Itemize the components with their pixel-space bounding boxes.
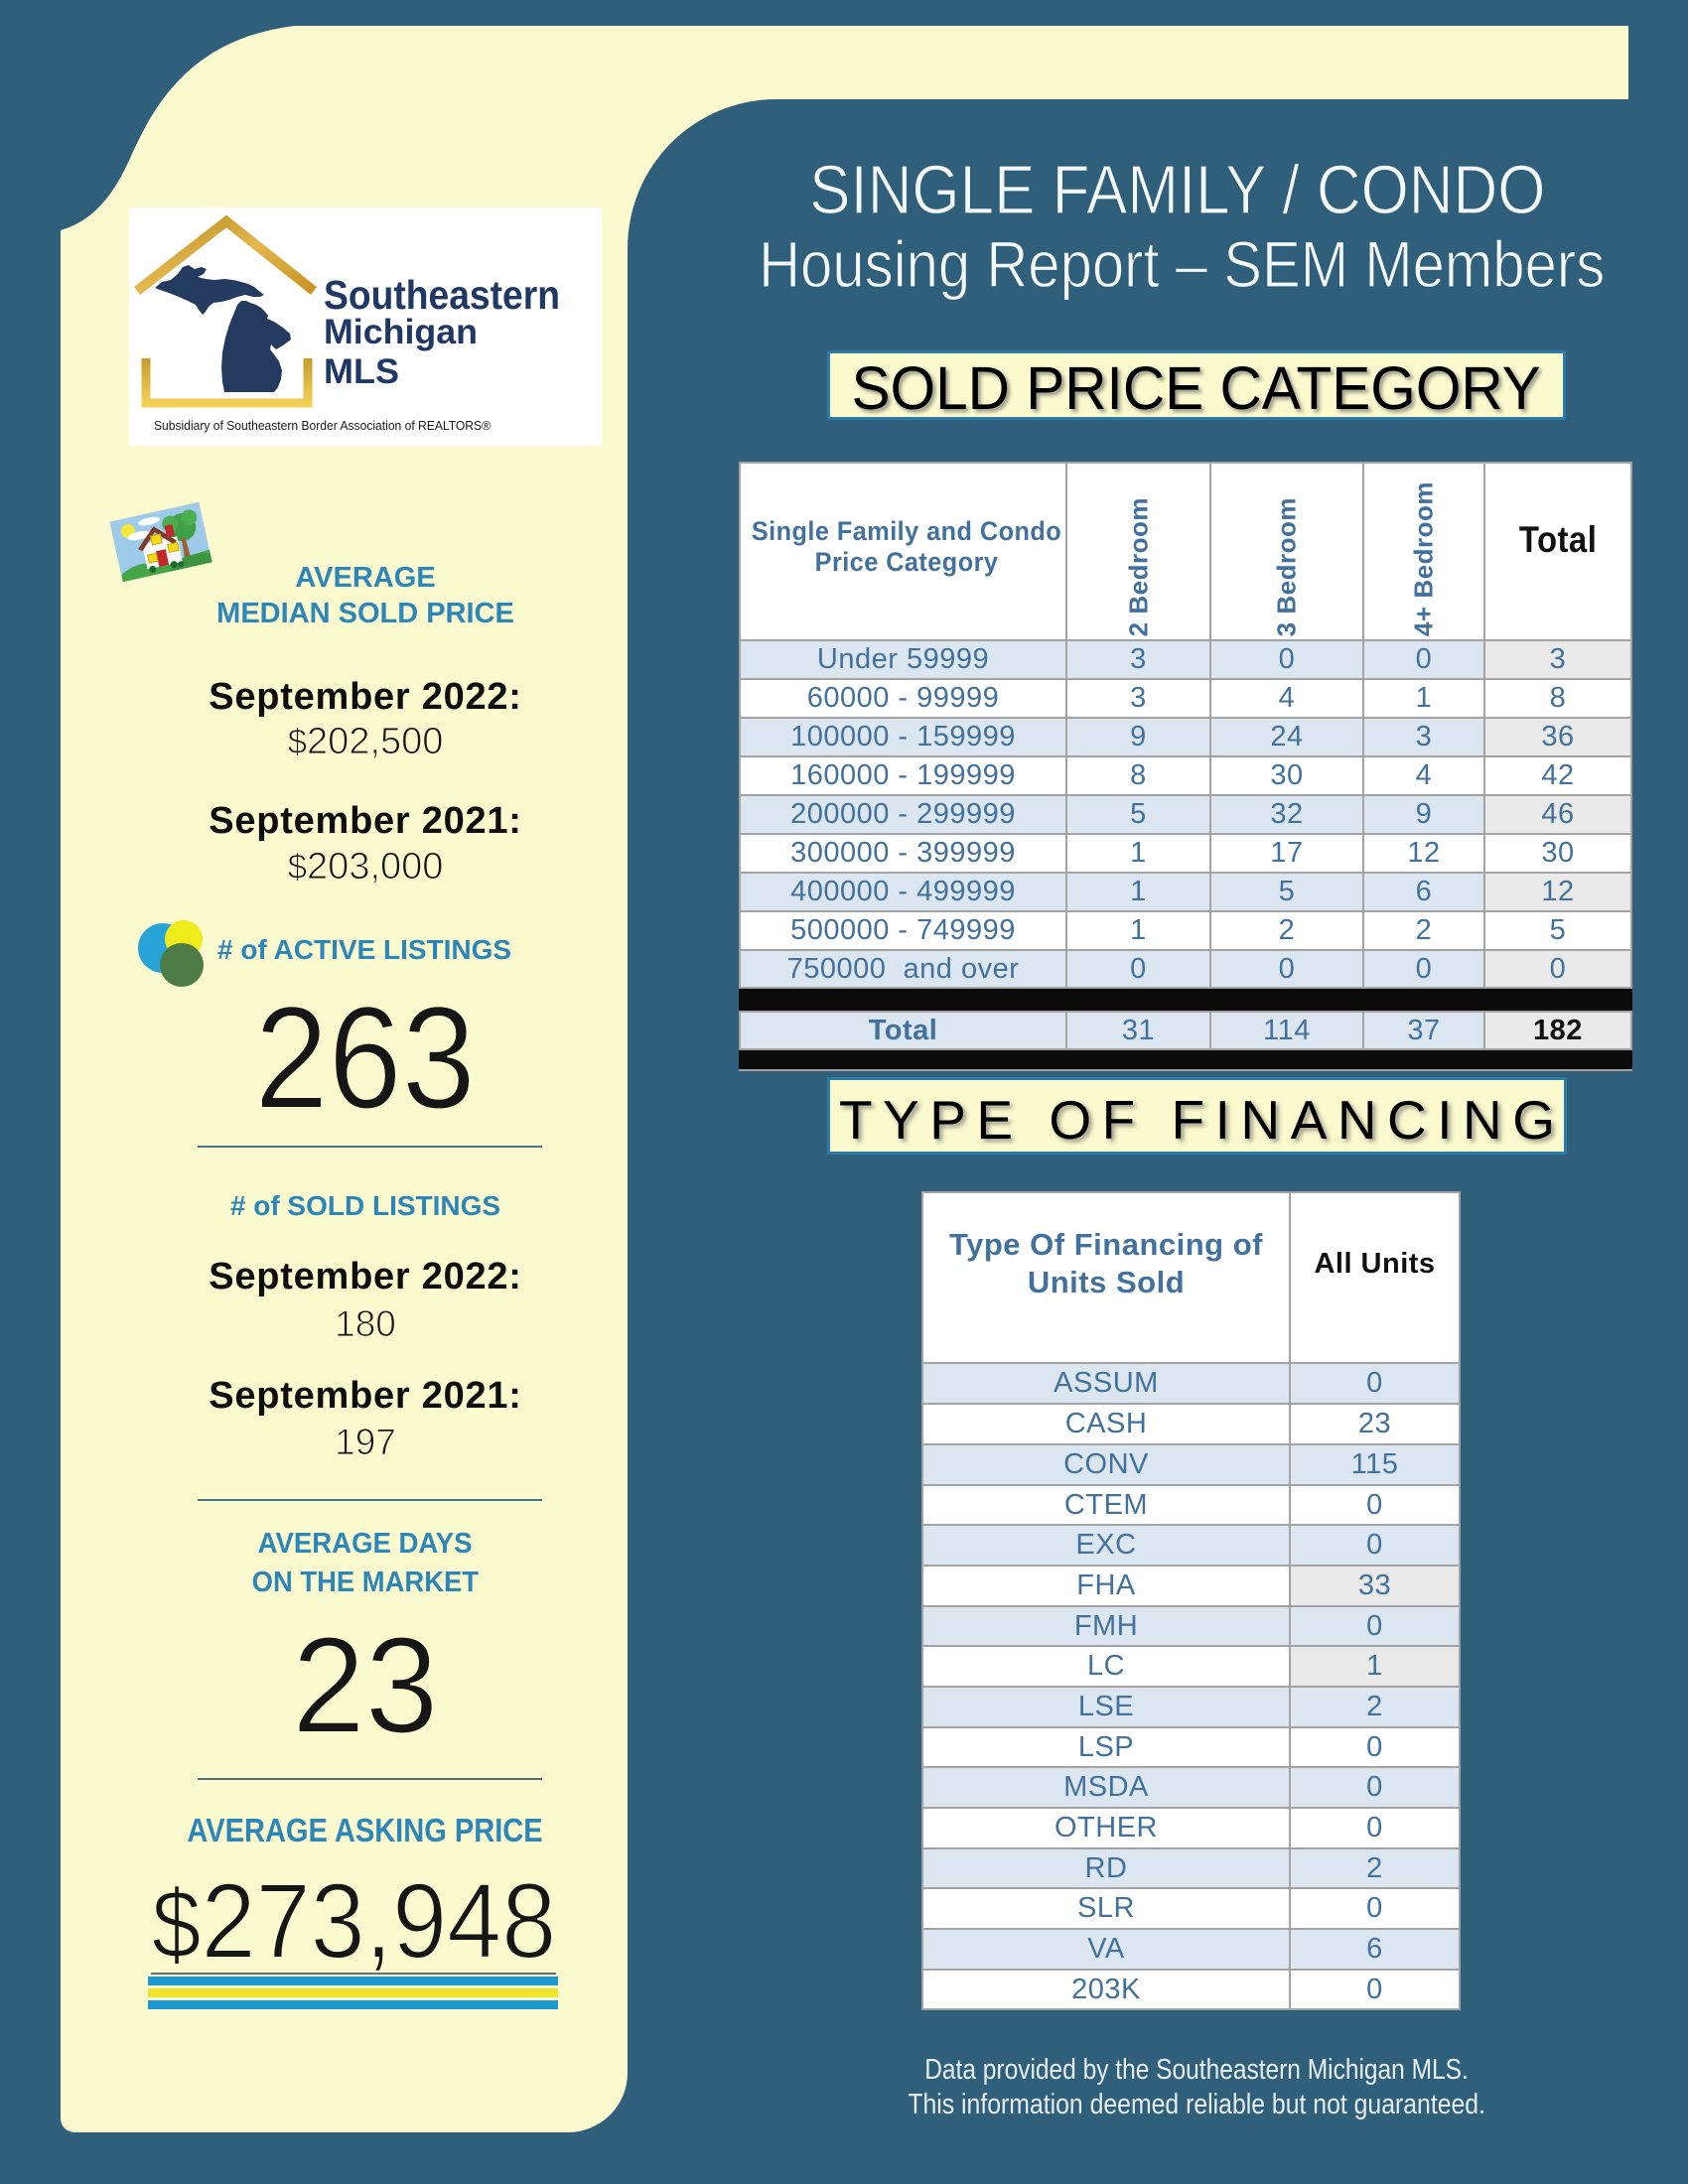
svg-text:Southeastern: Southeastern xyxy=(324,272,560,318)
svg-text:Michigan: Michigan xyxy=(324,313,478,351)
svg-text:Subsidiary of Southeastern Bor: Subsidiary of Southeastern Border Associ… xyxy=(154,419,492,433)
svg-text:MLS: MLS xyxy=(324,352,399,391)
